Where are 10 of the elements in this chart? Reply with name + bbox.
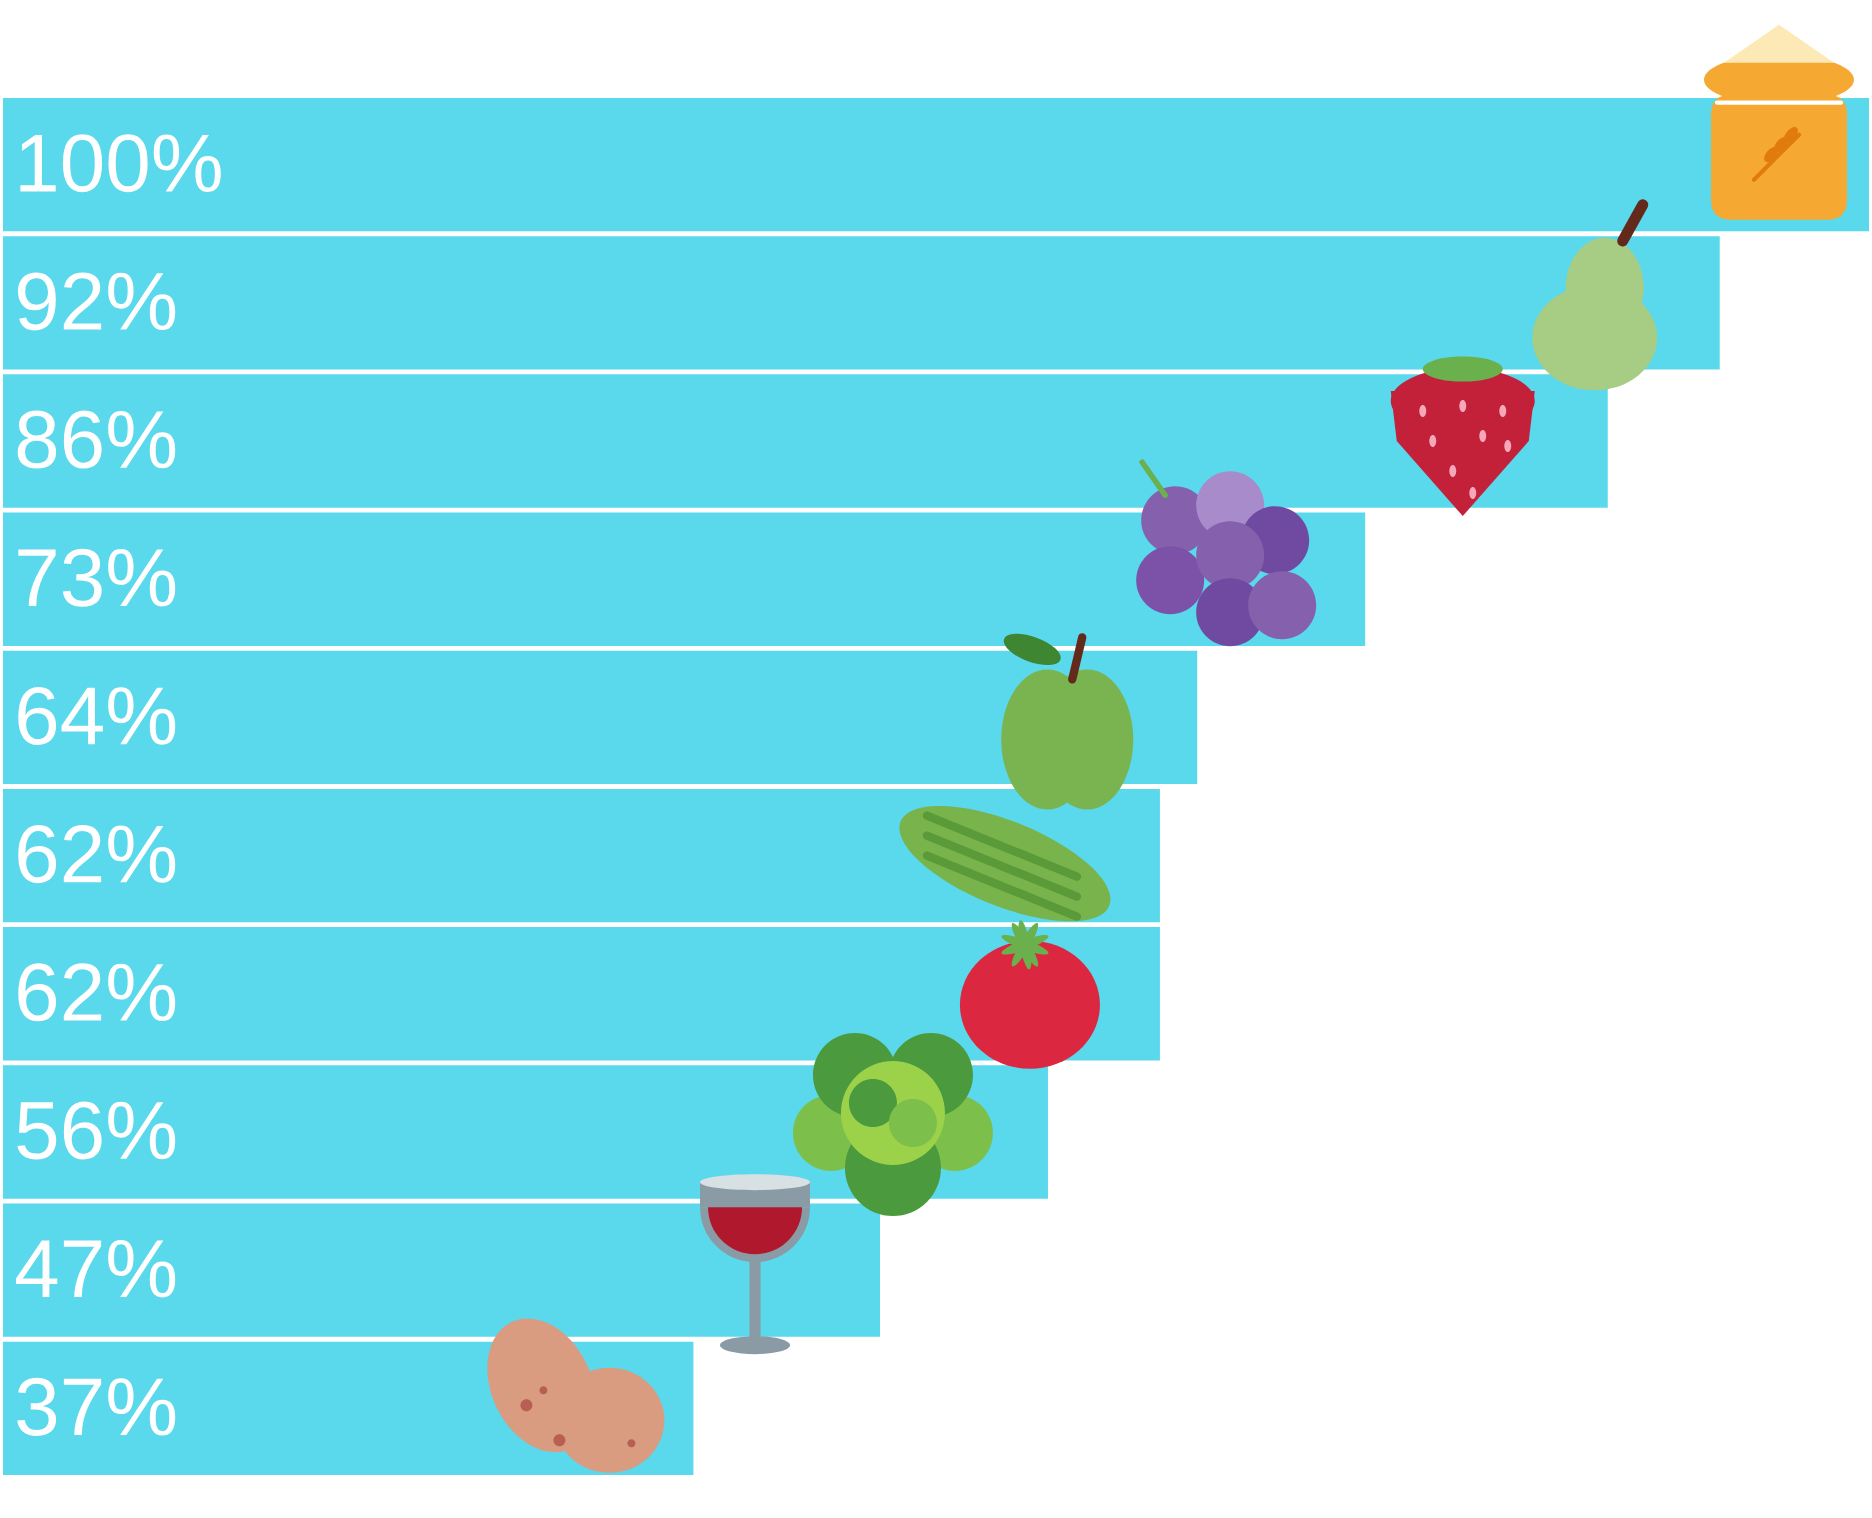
data-label: 47% [15,1240,176,1298]
data-label: 92% [17,272,176,331]
data-label: 64% [18,686,176,745]
data-label: 100% [20,134,221,193]
data-label: 73% [18,548,176,607]
data-label: 37% [17,1377,176,1436]
data-label: 56% [17,1101,176,1160]
data-label: 62% [18,963,176,1022]
data-label: 62% [18,825,176,884]
data-label: 86% [17,410,176,469]
